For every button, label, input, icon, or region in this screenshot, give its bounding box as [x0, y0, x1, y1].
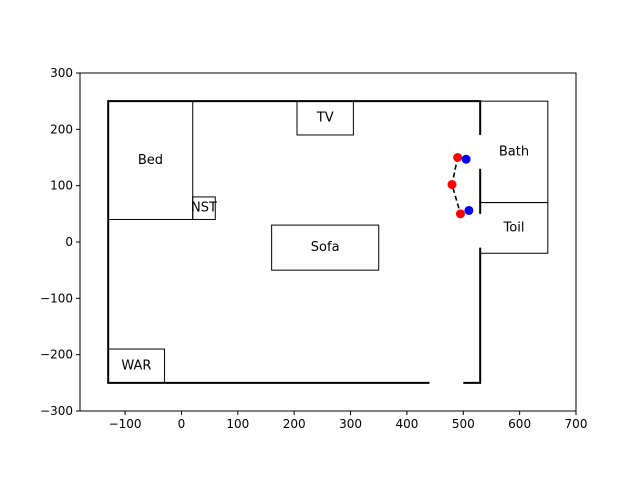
object-label-tv: TV — [316, 111, 334, 126]
object-label-toil: Toil — [503, 220, 525, 235]
y-tick-label: 0 — [65, 235, 73, 249]
red-point-1 — [447, 180, 457, 190]
x-tick-label: −100 — [109, 417, 142, 431]
object-label-war: WAR — [121, 358, 151, 373]
x-tick-label: 200 — [283, 417, 306, 431]
path-layer — [447, 153, 474, 219]
blue-point-0 — [461, 154, 471, 164]
furniture-layer: TV Bed NST Sofa Bath Toil WAR — [107, 100, 549, 384]
x-tick-label: 100 — [226, 417, 249, 431]
y-tick-label: 300 — [50, 66, 73, 80]
room-layer — [107, 100, 482, 385]
red-point-0 — [453, 153, 463, 162]
object-label-bath: Bath — [499, 144, 529, 159]
object-label-bed: Bed — [138, 153, 163, 168]
object-rect-nst — [192, 196, 216, 220]
y-tick-label: −200 — [40, 348, 73, 362]
object-label-nst: NST — [191, 201, 217, 216]
object-label-sofa: Sofa — [311, 240, 340, 255]
blue-point-1 — [464, 205, 474, 215]
red-point-2 — [455, 209, 465, 219]
x-tick-label: 400 — [395, 417, 418, 431]
y-tick-label: 200 — [50, 122, 73, 136]
y-tick-label: −300 — [40, 404, 73, 418]
object-rect-sofa — [271, 224, 380, 271]
room-outline — [107, 100, 482, 384]
x-tick-label: 700 — [565, 417, 588, 431]
y-tick-label: 100 — [50, 179, 73, 193]
x-tick-label: 300 — [339, 417, 362, 431]
x-tick-label: 500 — [452, 417, 475, 431]
x-tick-label: 600 — [508, 417, 531, 431]
axes-layer: −100 0 100 200 300 400 500 600 700 −300 −200 −100 0 1… — [40, 66, 587, 431]
x-tick-label: 0 — [178, 417, 186, 431]
y-tick-label: −100 — [40, 291, 73, 305]
